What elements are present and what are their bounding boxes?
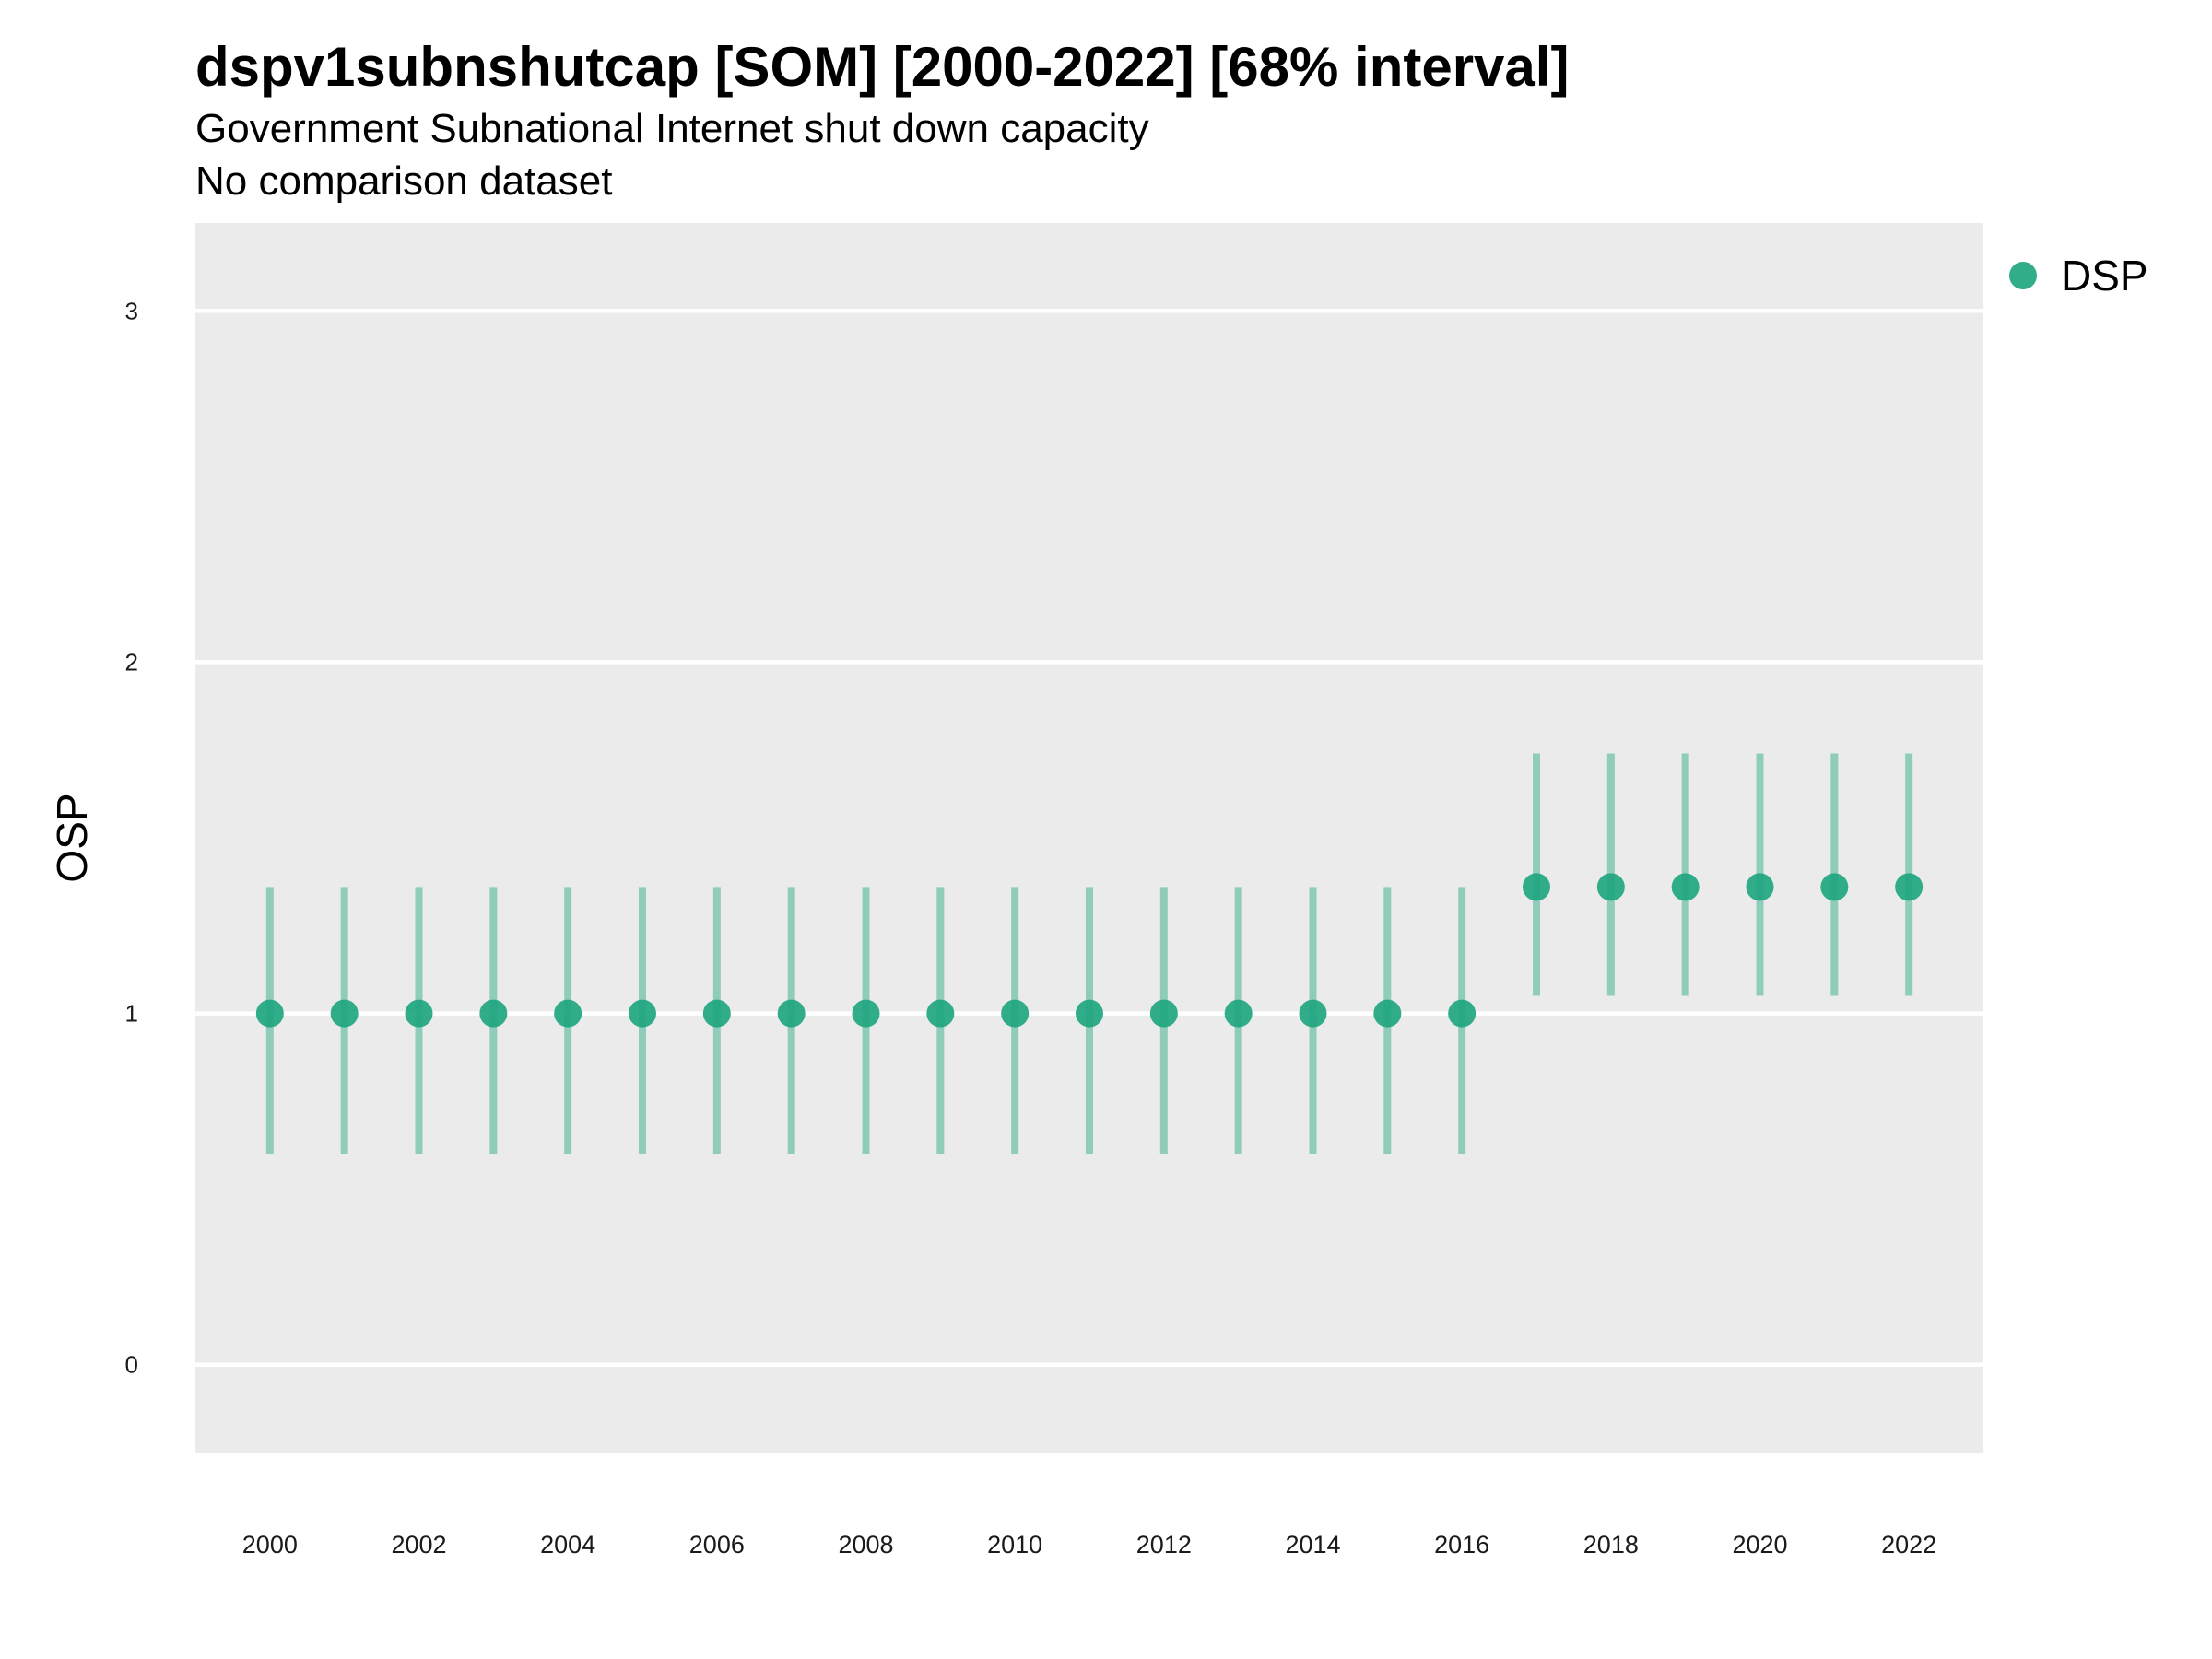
y-tick-label: 2 <box>125 648 138 676</box>
plot-panel <box>195 223 1983 1453</box>
data-point <box>1523 873 1550 901</box>
x-tick-label: 2016 <box>1434 1531 1489 1559</box>
data-point <box>1820 873 1849 901</box>
x-tick-label: 2008 <box>838 1531 893 1559</box>
data-point <box>852 999 880 1028</box>
data-point <box>330 999 359 1028</box>
data-point <box>629 999 656 1028</box>
data-point <box>1001 999 1030 1028</box>
x-tick-label: 2000 <box>242 1531 298 1559</box>
y-tick-label: 3 <box>125 297 138 324</box>
data-point <box>702 999 731 1028</box>
data-point <box>1076 999 1103 1028</box>
x-tick-label: 2022 <box>1881 1531 1936 1559</box>
data-point <box>1448 999 1477 1028</box>
x-tick-labels: 2000 2002 2004 2006 2008 2010 2012 2014 2016 2018… <box>242 1531 1936 1559</box>
legend-label-dsp: DSP <box>2061 252 2148 300</box>
data-point <box>1224 999 1253 1028</box>
y-tick-label: 0 <box>125 1351 138 1379</box>
data-point <box>926 999 955 1028</box>
data-point <box>1299 999 1327 1028</box>
data-point <box>479 999 508 1028</box>
data-point <box>1596 873 1625 901</box>
data-point <box>554 999 582 1028</box>
data-point <box>1746 873 1774 901</box>
chart-title: dspv1subnshutcap [SOM] [2000-2022] [68% … <box>195 36 1570 98</box>
data-point <box>1149 999 1178 1028</box>
x-tick-label: 2018 <box>1583 1531 1639 1559</box>
x-tick-label: 2004 <box>540 1531 595 1559</box>
legend: DSP <box>2009 251 2148 300</box>
data-point <box>255 999 284 1028</box>
y-axis-label: OSP <box>48 793 96 882</box>
x-tick-label: 2010 <box>987 1531 1042 1559</box>
x-tick-label: 2014 <box>1285 1531 1340 1559</box>
legend-dsp-marker-icon <box>2009 262 2037 289</box>
x-tick-label: 2020 <box>1732 1531 1787 1559</box>
data-point <box>777 999 806 1028</box>
y-tick-label: 1 <box>125 1000 138 1028</box>
data-point <box>1373 999 1402 1028</box>
chart-caption: No comparison dataset <box>195 159 613 204</box>
x-tick-label: 2012 <box>1136 1531 1192 1559</box>
data-point <box>405 999 433 1028</box>
x-tick-label: 2006 <box>689 1531 745 1559</box>
data-point <box>1671 873 1700 901</box>
x-tick-label: 2002 <box>391 1531 446 1559</box>
chart-subtitle: Government Subnational Internet shut dow… <box>195 106 1149 151</box>
data-points <box>255 873 1924 1028</box>
data-point <box>1895 873 1924 901</box>
y-tick-labels: 0 1 2 3 <box>125 297 138 1378</box>
